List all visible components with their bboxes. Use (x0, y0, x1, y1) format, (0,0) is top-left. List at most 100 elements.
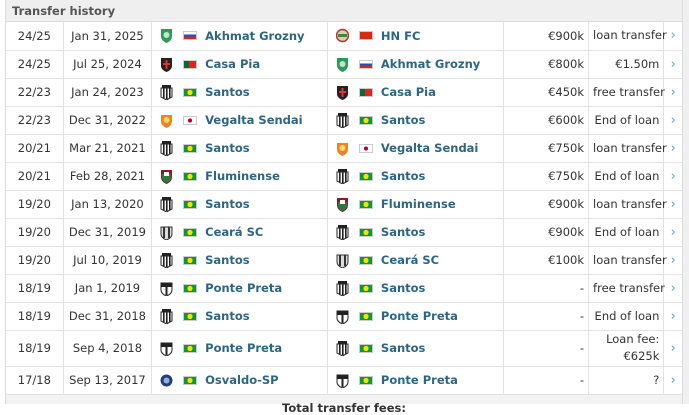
vegalta-logo-icon[interactable] (336, 141, 349, 156)
chevron-right-icon[interactable]: › (663, 134, 682, 163)
to-club-link[interactable]: HN FC (380, 28, 421, 43)
transfer-date: Mar 21, 2021 (63, 134, 153, 163)
table-row: 22/23 Dec 31, 2022 Vegalta Sendai Santos… (6, 106, 682, 135)
flag-br-icon (358, 255, 373, 265)
from-club-link[interactable]: Ceará SC (205, 225, 264, 239)
osvaldo-logo-icon[interactable] (160, 373, 173, 388)
from-club-link[interactable]: Ponte Preta (205, 281, 283, 295)
fluminense-logo-icon[interactable] (336, 197, 349, 212)
fee-text: free transfer (593, 280, 665, 295)
chevron-right-icon[interactable]: › (663, 106, 682, 135)
santos-logo-icon[interactable] (160, 252, 173, 268)
santos-logo-icon[interactable] (336, 224, 349, 240)
from-club-cell: Ceará SC (151, 218, 328, 247)
season: 18/19 (6, 302, 64, 331)
to-club-link[interactable]: Vegalta Sendai (380, 141, 479, 155)
transfer-fee: loan transfer (588, 246, 667, 275)
transfer-fee: Loan fee: €625k (588, 330, 665, 367)
chevron-right-icon[interactable]: › (663, 218, 682, 247)
to-club-link[interactable]: Fluminense (380, 197, 456, 211)
from-club-link[interactable]: Akhmat Grozny (205, 28, 305, 43)
pontepreta-logo-icon[interactable] (336, 373, 349, 388)
from-club-link[interactable]: Santos (205, 197, 250, 211)
fee-text: €1.50m (615, 56, 660, 71)
scrollbar[interactable] (683, 0, 689, 404)
to-club-link[interactable]: Santos (380, 113, 426, 127)
santos-logo-icon[interactable] (336, 280, 349, 296)
to-club-cell: Vegalta Sendai (327, 134, 504, 163)
santos-logo-icon[interactable] (336, 340, 349, 356)
santos-logo-icon[interactable] (160, 308, 173, 324)
to-club-link[interactable]: Casa Pia (380, 85, 436, 99)
santos-logo-icon[interactable] (336, 168, 349, 184)
chevron-right-icon[interactable]: › (663, 162, 682, 191)
from-club-link[interactable]: Santos (205, 309, 250, 323)
casapia-logo-icon[interactable] (160, 57, 173, 72)
pontepreta-logo-icon[interactable] (336, 309, 349, 324)
market-value: €750k (503, 162, 590, 191)
akhmat-logo-icon[interactable] (336, 57, 349, 72)
santos-logo-icon[interactable] (160, 196, 173, 212)
to-club-cell: Akhmat Grozny (327, 50, 504, 79)
table-row: 18/19 Jan 1, 2019 Ponte Preta Santos - f… (6, 274, 682, 303)
from-club-cell: Santos (151, 246, 328, 275)
fee-text: End of loan (594, 168, 660, 183)
casapia-logo-icon[interactable] (336, 85, 349, 100)
transfer-table: 24/25 Jan 31, 2025 Akhmat Grozny HN FC €… (6, 22, 682, 395)
table-row: 18/19 Sep 4, 2018 Ponte Preta Santos - L… (6, 330, 682, 367)
santos-logo-icon[interactable] (160, 140, 173, 156)
season: 19/20 (6, 190, 64, 219)
chevron-right-icon[interactable]: › (663, 78, 682, 107)
market-value: - (503, 274, 590, 303)
flag-br-icon (358, 227, 373, 237)
chevron-right-icon[interactable]: › (663, 22, 682, 51)
hnfc-logo-icon[interactable] (335, 28, 349, 43)
from-club-link[interactable]: Vegalta Sendai (205, 113, 303, 127)
season: 22/23 (6, 106, 64, 135)
santos-logo-icon[interactable] (336, 112, 349, 128)
from-club-link[interactable]: Santos (205, 141, 250, 155)
pontepreta-logo-icon[interactable] (160, 281, 173, 296)
to-club-link[interactable]: Santos (380, 225, 426, 239)
market-value: €600k (503, 106, 590, 135)
to-club-link[interactable]: Akhmat Grozny (380, 57, 481, 71)
from-club-link[interactable]: Casa Pia (205, 57, 261, 71)
santos-logo-icon[interactable] (160, 84, 173, 100)
ceara-logo-icon[interactable] (336, 253, 349, 268)
to-club-link[interactable]: Santos (380, 341, 426, 355)
to-club-link[interactable]: Ponte Preta (380, 373, 458, 387)
table-row: 17/18 Sep 13, 2017 Osvaldo-SP Ponte Pret… (6, 366, 682, 395)
to-club-link[interactable]: Santos (380, 169, 426, 183)
transfer-date: Dec 31, 2022 (63, 106, 153, 135)
from-club-cell: Santos (151, 78, 328, 107)
from-club-link[interactable]: Fluminense (205, 169, 280, 183)
transfer-date: Jul 10, 2019 (63, 246, 153, 275)
market-value: €900k (503, 22, 590, 51)
chevron-right-icon[interactable]: › (663, 246, 682, 275)
akhmat-logo-icon[interactable] (160, 28, 173, 44)
fee-text: loan transfer (593, 140, 667, 155)
table-row: 24/25 Jul 25, 2024 Casa Pia Akhmat Grozn… (6, 50, 682, 79)
transfer-history-panel: Transfer history 24/25 Jan 31, 2025 Akhm… (5, 0, 683, 415)
chevron-right-icon[interactable]: › (663, 190, 682, 219)
ceara-logo-icon[interactable] (160, 225, 173, 240)
from-club-link[interactable]: Santos (205, 85, 250, 99)
chevron-right-icon[interactable]: › (663, 302, 682, 331)
pontepreta-logo-icon[interactable] (160, 341, 173, 356)
flag-br-icon (358, 283, 373, 293)
flag-br-icon (183, 171, 198, 181)
flag-pt-icon (358, 87, 373, 97)
from-club-link[interactable]: Osvaldo-SP (205, 373, 279, 387)
from-club-link[interactable]: Ponte Preta (205, 341, 283, 355)
chevron-right-icon[interactable]: › (663, 274, 682, 303)
chevron-right-icon[interactable]: › (663, 50, 682, 79)
to-club-link[interactable]: Ponte Preta (380, 309, 458, 323)
chevron-right-icon[interactable]: › (663, 330, 682, 367)
to-club-link[interactable]: Ceará SC (380, 253, 440, 267)
fluminense-logo-icon[interactable] (160, 169, 173, 184)
table-row: 19/20 Dec 31, 2019 Ceará SC Santos €900k… (6, 218, 682, 247)
vegalta-logo-icon[interactable] (160, 113, 173, 128)
to-club-link[interactable]: Santos (380, 281, 426, 295)
from-club-link[interactable]: Santos (205, 253, 250, 267)
chevron-right-icon[interactable]: › (663, 366, 682, 395)
